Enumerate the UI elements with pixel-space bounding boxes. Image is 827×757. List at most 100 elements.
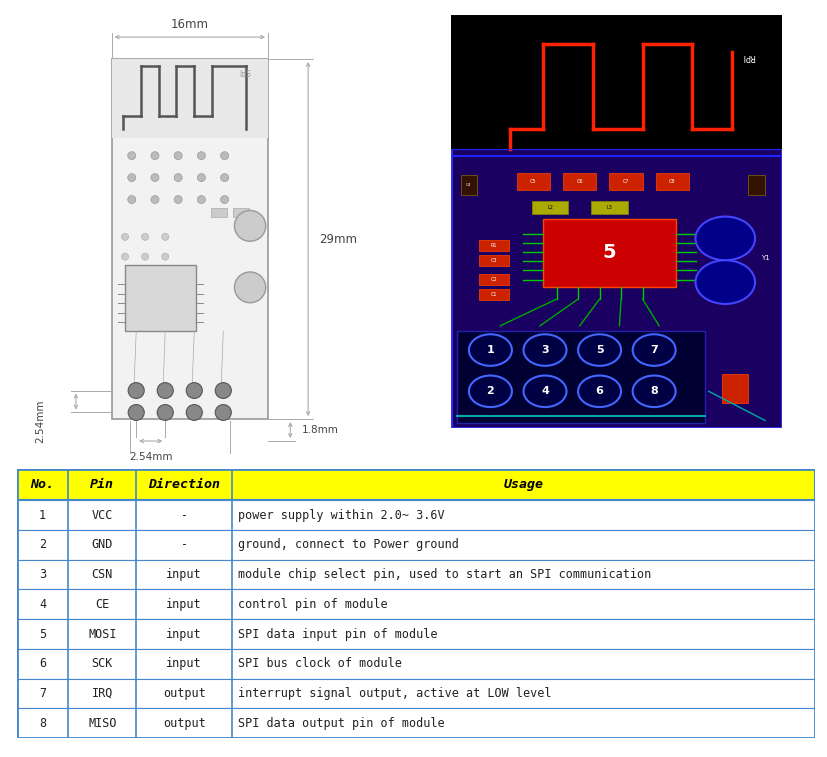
Circle shape [157,382,174,398]
Text: L3: L3 [606,205,613,210]
Text: 2.54mm: 2.54mm [36,400,45,443]
Bar [17,469,815,500]
Bar [479,274,509,285]
Text: C1: C1 [490,291,497,297]
Text: 6: 6 [595,386,604,397]
Bar [532,201,568,214]
Text: interrupt signal output, active at LOW level: interrupt signal output, active at LOW l… [238,687,552,700]
Circle shape [633,335,676,366]
Bar [112,59,268,138]
Text: 3: 3 [39,568,46,581]
Bar [451,15,782,148]
Bar [563,173,596,190]
Circle shape [221,195,228,204]
Text: C2: C2 [490,277,497,282]
Text: SPI bus clock of module: SPI bus clock of module [238,657,402,670]
Circle shape [151,173,159,182]
Text: No.: No. [31,478,55,491]
Text: Direction: Direction [148,478,220,491]
Text: input: input [166,657,202,670]
Text: 8: 8 [650,386,658,397]
Text: 2: 2 [39,538,46,551]
Bar [17,619,815,649]
Bar [233,208,249,217]
Text: MISO: MISO [88,717,117,730]
Text: GND: GND [92,538,113,551]
Text: SPI data output pin of module: SPI data output pin of module [238,717,445,730]
Circle shape [174,151,182,160]
Circle shape [151,195,159,204]
Bar [656,173,689,190]
Circle shape [174,195,182,204]
Circle shape [221,173,228,182]
Text: Pin: Pin [90,478,114,491]
Circle shape [215,404,232,420]
Circle shape [151,151,159,160]
Text: 8: 8 [39,717,46,730]
Text: 1.8mm: 1.8mm [302,425,338,435]
Circle shape [161,233,169,241]
Circle shape [235,210,265,241]
Bar [479,241,509,251]
Circle shape [157,404,174,420]
Text: VCC: VCC [92,509,113,522]
Circle shape [523,335,566,366]
Circle shape [235,272,265,303]
Text: 5: 5 [603,244,616,263]
Text: RPl: RPl [742,51,755,61]
Text: 1: 1 [486,345,495,355]
Text: 4: 4 [541,386,549,397]
Circle shape [141,253,149,260]
Bar [609,173,643,190]
Circle shape [215,382,232,398]
Bar [479,255,509,266]
Circle shape [469,375,512,407]
Circle shape [186,382,203,398]
Text: 1: 1 [39,509,46,522]
Circle shape [696,217,755,260]
Bar [125,266,197,332]
Text: input: input [166,628,202,640]
Bar [517,173,550,190]
Text: 4: 4 [39,598,46,611]
Text: input: input [166,568,202,581]
Circle shape [128,382,144,398]
Circle shape [174,173,182,182]
Text: Usage: Usage [504,478,543,491]
Text: 2.54mm: 2.54mm [129,452,173,462]
Text: output: output [163,717,205,730]
Text: 5: 5 [595,345,604,355]
Circle shape [633,375,676,407]
Circle shape [161,253,169,260]
Text: Y1: Y1 [761,255,769,261]
Bar [17,649,815,678]
Text: SCK: SCK [92,657,113,670]
Text: 3: 3 [541,345,549,355]
Text: -: - [180,538,188,551]
Text: C3: C3 [490,257,497,263]
Bar [543,219,676,287]
Bar [461,176,477,195]
Circle shape [469,335,512,366]
Text: 7: 7 [650,345,658,355]
Circle shape [198,195,205,204]
Circle shape [186,404,203,420]
Circle shape [141,233,149,241]
Text: 6: 6 [39,657,46,670]
Bar [722,374,748,403]
Bar [112,59,268,419]
Circle shape [578,375,621,407]
Circle shape [578,335,621,366]
Text: 7: 7 [39,687,46,700]
Text: power supply within 2.0~ 3.6V: power supply within 2.0~ 3.6V [238,509,445,522]
Text: R1: R1 [490,243,497,248]
Text: module chip select pin, used to start an SPI communication: module chip select pin, used to start an… [238,568,652,581]
Text: 29mm: 29mm [319,232,357,245]
Circle shape [221,151,228,160]
Text: 5: 5 [39,628,46,640]
Text: 2: 2 [486,386,495,397]
Circle shape [127,173,136,182]
Bar [17,500,815,530]
Text: ldS: ldS [239,70,251,79]
Text: C7: C7 [623,179,629,184]
